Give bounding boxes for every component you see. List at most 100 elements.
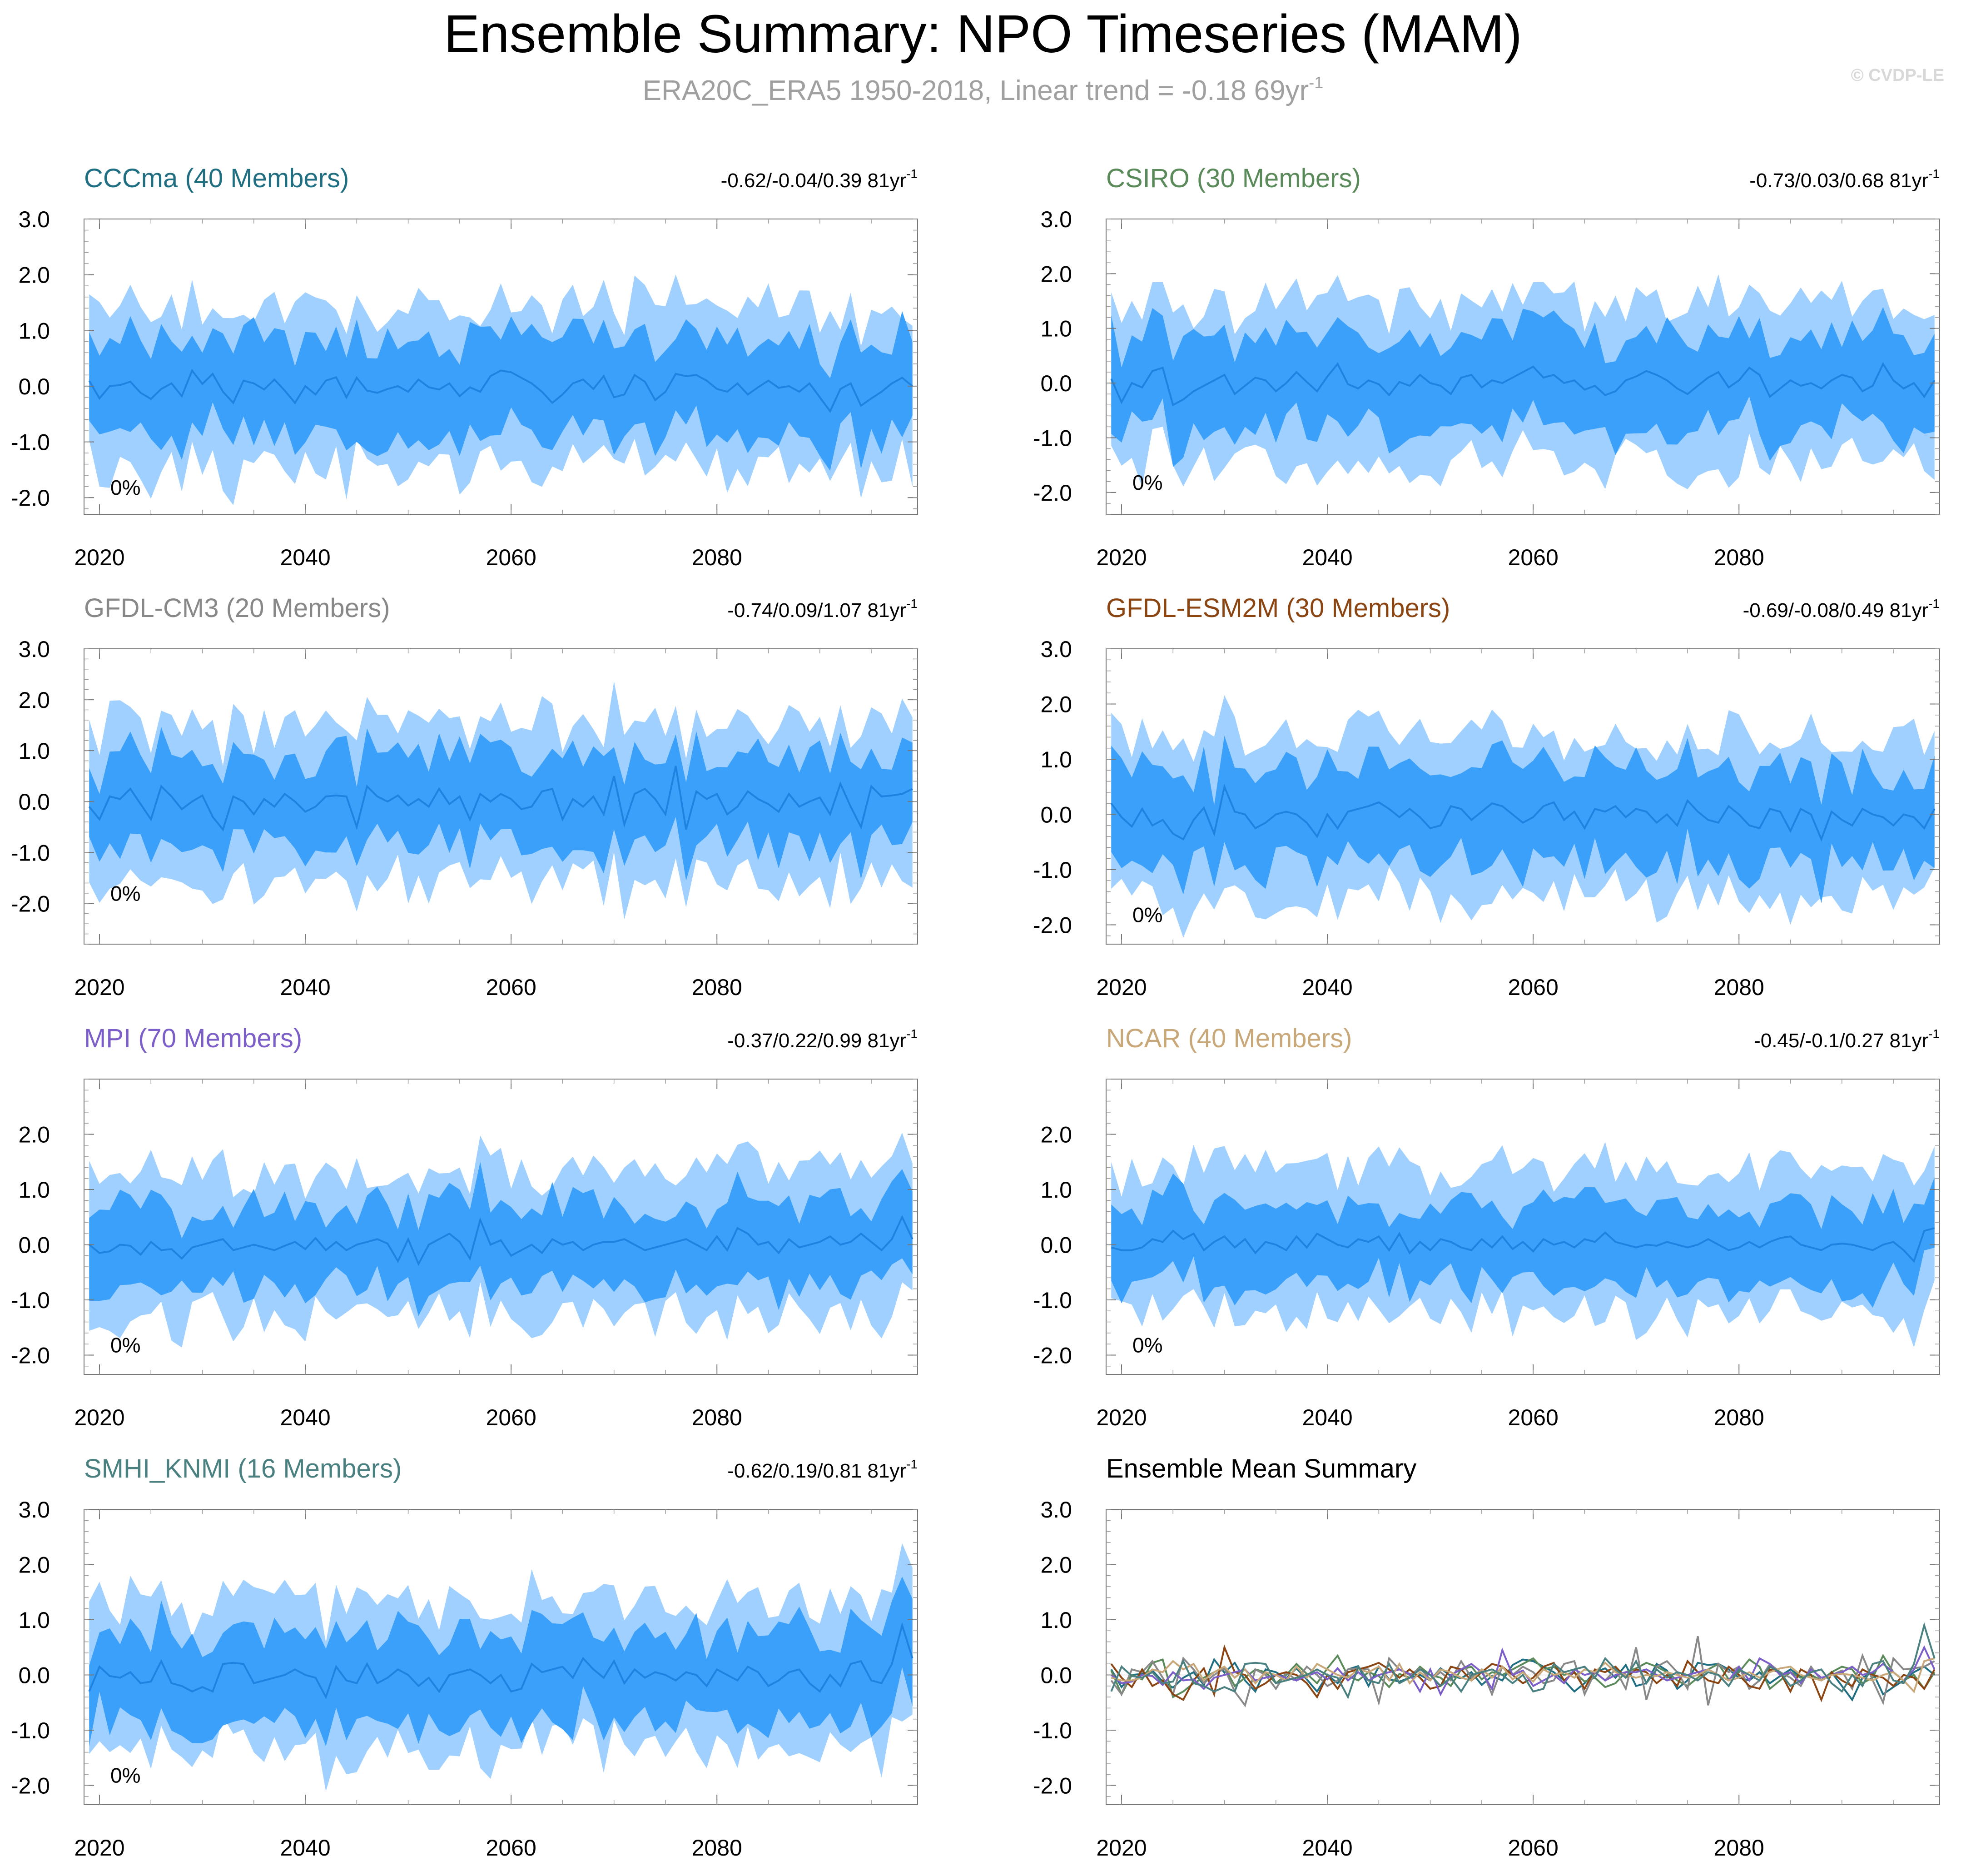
x-tick-label: 2020 (74, 1405, 124, 1430)
y-tick-label: 1.0 (1040, 316, 1072, 342)
y-tick-label: 2.0 (18, 263, 50, 288)
plot-layer (1106, 1142, 1940, 1348)
y-tick-label: 2.0 (1040, 692, 1072, 717)
y-tick-label: 1.0 (1040, 1177, 1072, 1203)
panel-title: MPI (70 Members) (84, 1024, 302, 1053)
y-tick-label: 0.0 (1040, 1662, 1072, 1688)
x-tick-label: 2020 (74, 1835, 124, 1861)
x-tick-label: 2080 (692, 545, 742, 570)
trend-superscript: -1 (906, 1457, 918, 1471)
y-tick-label: 1.0 (18, 738, 50, 764)
x-tick-label: 2060 (486, 975, 536, 1000)
x-tick-label: 2080 (692, 1835, 742, 1861)
trend-value: -0.45/-0.1/0.27 81yr (1754, 1030, 1928, 1052)
panel-1: CSIRO (30 Members) -0.73/0.03/0.68 81yr-1… (1033, 164, 1940, 570)
x-tick-label: 2020 (1096, 1835, 1147, 1861)
x-tick-label: 2020 (74, 545, 124, 570)
figure-subtitle: ERA20C_ERA5 1950-2018, Linear trend = -0… (643, 73, 1324, 106)
panel-title: GFDL-CM3 (20 Members) (84, 593, 390, 623)
x-tick-label: 2060 (486, 1405, 536, 1430)
inner-spread-band (1111, 736, 1935, 903)
y-tick-label: -1.0 (1033, 1718, 1072, 1743)
watermark: © CVDP-LE (1851, 66, 1944, 85)
y-tick-label: 0.0 (1040, 1232, 1072, 1258)
trend-superscript: -1 (1928, 167, 1940, 181)
y-tick-label: 2.0 (1040, 1552, 1072, 1577)
x-tick-label: 2040 (1302, 545, 1352, 570)
x-tick-label: 2060 (1508, 545, 1559, 570)
y-tick-label: -1.0 (11, 430, 50, 455)
x-tick-label: 2080 (1714, 545, 1764, 570)
y-tick-label: 3.0 (1040, 1497, 1072, 1523)
y-tick-label: 3.0 (18, 1497, 50, 1523)
ensemble-mean-line (1110, 362, 1936, 407)
y-tick-label: 3.0 (1040, 637, 1072, 662)
percent-annotation: 0% (1132, 903, 1162, 926)
plot-layer (84, 274, 918, 505)
y-tick-label: -2.0 (11, 891, 50, 916)
trend-label: -0.69/-0.08/0.49 81yr-1 (1743, 597, 1940, 622)
y-tick-label: 0.0 (18, 374, 50, 399)
panel-5: NCAR (40 Members) -0.45/-0.1/0.27 81yr-1 2… (1033, 1024, 1940, 1430)
inner-spread-band (89, 1577, 913, 1747)
panel-3: GFDL-ESM2M (30 Members) -0.69/-0.08/0.49 … (1033, 593, 1940, 1000)
trend-superscript: -1 (1928, 597, 1940, 611)
x-tick-label: 2080 (692, 975, 742, 1000)
y-tick-label: 1.0 (1040, 747, 1072, 772)
subtitle-text: ERA20C_ERA5 1950-2018, Linear trend = -0… (643, 75, 1309, 106)
percent-annotation: 0% (110, 882, 140, 906)
panel-title: GFDL-ESM2M (30 Members) (1106, 593, 1450, 623)
x-tick-label: 2040 (280, 1405, 330, 1430)
y-tick-label: -1.0 (1033, 425, 1072, 451)
x-tick-label: 2040 (1302, 1835, 1352, 1861)
trend-superscript: -1 (1928, 1027, 1940, 1041)
ensemble-mean-line (1111, 1227, 1935, 1263)
y-tick-label: 1.0 (18, 318, 50, 343)
y-tick-label: -2.0 (1033, 480, 1072, 506)
x-tick-label: 2080 (1714, 1405, 1764, 1430)
inner-spread-band (1111, 307, 1935, 467)
panel-0: CCCma (40 Members) -0.62/-0.04/0.39 81yr-… (11, 164, 918, 570)
x-tick-label: 2080 (1714, 975, 1764, 1000)
percent-annotation: 0% (110, 1333, 140, 1357)
y-tick-label: -1.0 (1033, 857, 1072, 883)
ensemble-mean-line (89, 1214, 913, 1266)
panel-4: MPI (70 Members) -0.37/0.22/0.99 81yr-1 2.… (11, 1024, 918, 1430)
plot-layer (1106, 695, 1940, 938)
panel-title: SMHI_KNMI (16 Members) (84, 1454, 402, 1483)
plot-layer (1106, 1622, 1940, 1707)
trend-value: -0.62/0.19/0.81 81yr (727, 1460, 906, 1482)
percent-annotation: 0% (1132, 471, 1162, 494)
plot-layer (84, 681, 918, 920)
trend-value: -0.69/-0.08/0.49 81yr (1743, 599, 1928, 622)
ensemble-mean-line (88, 1622, 913, 1700)
trend-value: -0.73/0.03/0.68 81yr (1749, 169, 1928, 192)
plot-area (1106, 1509, 1940, 1805)
trend-label: -0.73/0.03/0.68 81yr-1 (1749, 167, 1940, 192)
y-tick-label: 0.0 (1040, 371, 1072, 396)
panel-2: GFDL-CM3 (20 Members) -0.74/0.09/1.07 81y… (11, 593, 918, 1000)
panel-title: NCAR (40 Members) (1106, 1024, 1352, 1053)
x-tick-label: 2080 (1714, 1835, 1764, 1861)
panel-7: Ensemble Mean Summary 3.0 2.0 1.0 0.0 -1.0 -2.… (1033, 1454, 1940, 1861)
trend-label: -0.37/0.22/0.99 81yr-1 (727, 1027, 918, 1052)
figure-title: Ensemble Summary: NPO Timeseries (MAM) (444, 4, 1522, 64)
y-tick-label: 1.0 (1040, 1607, 1072, 1633)
y-tick-label: -2.0 (1033, 912, 1072, 938)
y-tick-label: -2.0 (11, 485, 50, 511)
trend-label: -0.62/0.19/0.81 81yr-1 (727, 1457, 918, 1482)
y-tick-label: 2.0 (18, 1122, 50, 1147)
plot-layer (84, 1543, 918, 1791)
x-tick-label: 2040 (280, 975, 330, 1000)
y-tick-label: 3.0 (1040, 207, 1072, 232)
y-tick-label: 3.0 (18, 207, 50, 232)
ensemble-mean-line (88, 766, 913, 831)
y-tick-label: 0.0 (18, 789, 50, 815)
mean-series-line-5 (1111, 1657, 1935, 1693)
x-tick-label: 2020 (1096, 545, 1147, 570)
x-tick-label: 2040 (1302, 975, 1352, 1000)
trend-label: -0.62/-0.04/0.39 81yr-1 (721, 167, 918, 192)
y-tick-label: -1.0 (1033, 1288, 1072, 1313)
y-tick-label: 0.0 (18, 1232, 50, 1258)
